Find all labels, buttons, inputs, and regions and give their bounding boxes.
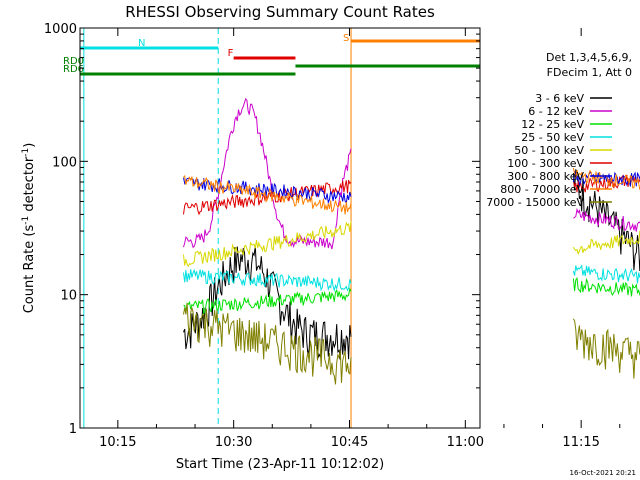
legend-header-1: Det 1,3,4,5,6,9, [546,51,632,64]
series-line [183,177,352,205]
legend-label: 300 - 800 keV [507,170,584,183]
legend-label: 6 - 12 keV [528,105,584,118]
y-label-end: ) [22,143,37,148]
series-line [183,245,352,360]
series-line [572,276,640,297]
chart-title: RHESSI Observing Summary Count Rates [125,3,435,21]
x-tick-label: 11:00 [447,435,484,450]
axes-layer: 10:1510:3010:4511:0011:1511:3011:4511010… [44,22,621,450]
series-line [573,207,640,232]
series-line [183,174,352,215]
series-line [572,169,640,272]
plot-frame [79,27,481,429]
y-axis-label: Count Rate (s-1 detector-1) [21,143,37,314]
y-tick-label: 100 [52,155,77,170]
status-bar-label: S [343,33,349,44]
series-line [183,220,352,268]
legend-label: 25 - 50 keV [521,131,584,144]
series-line [572,230,640,256]
x-tick-label: 10:30 [215,435,252,450]
series-line [572,174,640,193]
legend-label: 3 - 6 keV [535,92,584,105]
series-line [183,268,352,293]
x-tick-label: 10:45 [331,435,368,450]
series-line [572,318,640,379]
x-tick-label: 11:15 [562,435,599,450]
y-tick-label: 1000 [44,22,77,37]
series-line [183,287,352,315]
x-axis-label: Start Time (23-Apr-11 10:12:02) [176,457,384,472]
legend-header-2: FDecim 1, Att 0 [547,66,632,79]
y-tick-label: 10 [60,289,77,304]
legend-label: 12 - 25 keV [521,118,584,131]
series-line [572,264,640,284]
legend-label: 100 - 300 keV [507,157,584,170]
x-tick-label: 10:15 [99,435,136,450]
legend-label: 7000 - 15000 keV [486,196,584,209]
y-label-mid: detector [22,156,37,216]
status-bar-label: F [228,48,234,59]
series-line [183,303,352,385]
series-line [572,167,640,190]
status-bar-label: N [138,38,145,49]
legend-label: 800 - 7000 keV [500,183,584,196]
series-line [183,97,352,250]
status-bar-label: RD6 [63,64,84,75]
y-label-main: Count Rate (s [22,225,37,314]
y-tick-label: 1 [69,422,77,437]
legend-label: 50 - 100 keV [514,144,584,157]
status-bar-label: RD0 [63,56,84,67]
y-label-sup1: -1 [21,216,31,225]
footer-date: 16-Oct-2021 20:21 [570,469,636,477]
y-label-sup2: -1 [21,148,31,157]
